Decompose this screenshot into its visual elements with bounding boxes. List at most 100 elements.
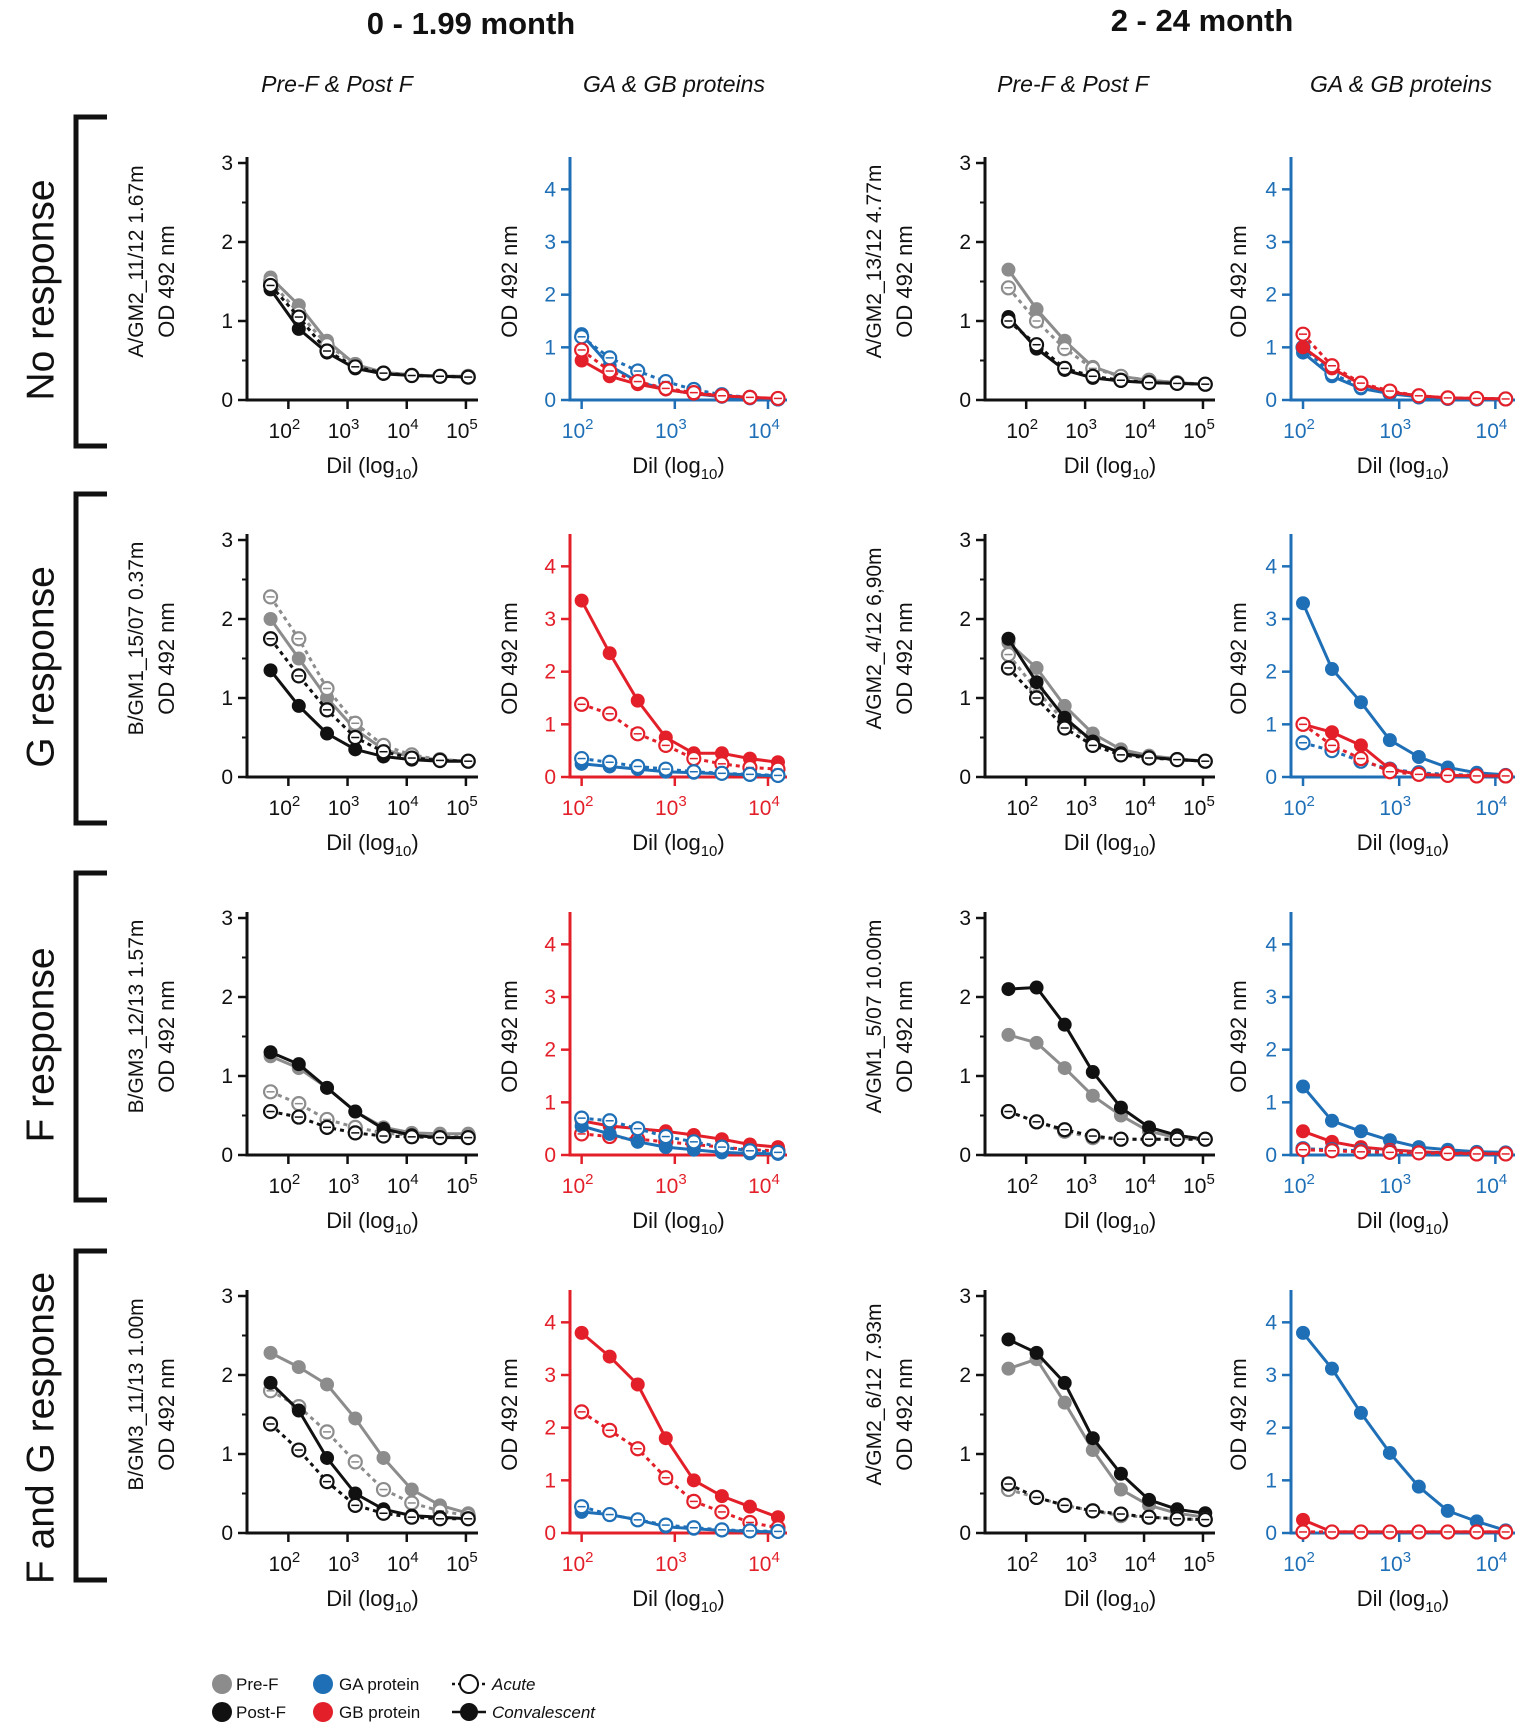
y-axis-label: OD 492 nm: [497, 225, 522, 338]
y-tick-label: 2: [544, 284, 556, 307]
x-tick-label: 102: [269, 1549, 301, 1576]
x-tick-label: 102: [1006, 1171, 1038, 1198]
data-point: [348, 1104, 363, 1119]
subheader-col2: GA & GB proteins: [583, 71, 765, 97]
x-axis-label: Dil (log10): [632, 830, 724, 860]
y-tick-label: 2: [1265, 1417, 1277, 1440]
data-point: [1296, 1512, 1311, 1527]
row-label-no-response: No response: [20, 179, 63, 400]
y-tick-label: 0: [221, 389, 233, 412]
data-point: [1057, 1061, 1072, 1076]
sample-label: A/GM2_11/12 1.67m: [125, 165, 148, 357]
y-tick-label: 1: [1265, 336, 1277, 359]
x-axis-label: Dil (log10): [632, 1208, 724, 1238]
sample-label: B/GM3_11/13 1.00m: [125, 1298, 148, 1490]
data-point: [1029, 980, 1044, 995]
x-tick-label: 103: [655, 416, 687, 443]
panel: 0 1 2 3 4 102 103 104 Dil (log10) OD 492 nm: [1226, 157, 1515, 483]
sample-label: B/GM1_15/07 0.37m: [125, 542, 148, 736]
data-point: [1029, 675, 1044, 690]
data-point: [602, 646, 617, 661]
data-point: [291, 698, 306, 713]
y-tick-label: 2: [221, 986, 233, 1009]
x-tick-label: 102: [562, 1171, 594, 1198]
y-tick-label: 0: [221, 1144, 233, 1167]
x-tick-label: 104: [387, 416, 419, 443]
data-point: [1324, 1361, 1339, 1376]
sample-label: A/GM1_5/07 10.00m: [863, 920, 886, 1114]
y-tick-label: 1: [959, 310, 971, 333]
x-tick-label: 105: [1183, 1549, 1215, 1576]
x-axis-label: Dil (log10): [326, 1208, 418, 1238]
x-tick-label: 104: [1476, 1549, 1508, 1576]
data-point: [1353, 695, 1368, 710]
legend-pre-f-marker: [212, 1674, 232, 1694]
data-point: [1113, 1482, 1128, 1497]
data-point: [1001, 631, 1016, 646]
x-tick-label: 105: [446, 793, 478, 820]
data-point: [1296, 340, 1311, 355]
x-tick-label: 105: [1183, 416, 1215, 443]
panel: 0 1 2 3 4 102 103 104 Dil (log10) OD 492 nm: [1226, 534, 1515, 860]
subheader-col3: Pre-F & Post F: [997, 71, 1151, 97]
series-line: [269, 1389, 469, 1518]
y-tick-label: 2: [221, 231, 233, 254]
data-point: [1085, 1065, 1100, 1080]
x-tick-label: 104: [1476, 793, 1508, 820]
data-point: [742, 1499, 757, 1514]
x-axis-label: Dil (log10): [1357, 1208, 1449, 1238]
y-axis-label: OD 492 nm: [154, 1358, 179, 1471]
y-axis-label: OD 492 nm: [892, 980, 917, 1093]
data-point: [574, 353, 589, 368]
y-tick-label: 1: [221, 687, 233, 710]
data-point: [630, 693, 645, 708]
data-point: [1296, 1325, 1311, 1340]
data-point: [1296, 596, 1311, 611]
y-tick-label: 2: [544, 1039, 556, 1062]
y-tick-label: 2: [1265, 284, 1277, 307]
y-axis-label: OD 492 nm: [892, 225, 917, 338]
y-tick-label: 2: [221, 1364, 233, 1387]
panel: 0 1 2 3 4 102 103 104 Dil (log10) OD 492 nm: [497, 912, 787, 1238]
y-tick-label: 0: [1265, 389, 1277, 412]
x-axis-label: Dil (log10): [326, 453, 418, 483]
y-tick-label: 0: [1265, 1522, 1277, 1545]
x-tick-label: 102: [1283, 1549, 1315, 1576]
x-axis-label: Dil (log10): [326, 830, 418, 860]
y-tick-label: 3: [544, 1364, 556, 1387]
y-tick-label: 2: [1265, 1039, 1277, 1062]
data-point: [291, 1403, 306, 1418]
panel: 0 1 2 3 4 102 103 104 Dil (log10) OD 492 nm: [1226, 912, 1515, 1238]
panel: 0 1 2 3 102 103 104 105 Dil (log10) OD 492 nm A/GM…: [863, 529, 1215, 860]
data-point: [1085, 1431, 1100, 1446]
subheader-col1: Pre-F & Post F: [261, 71, 415, 97]
legend-ga-marker: [313, 1674, 333, 1694]
data-point: [630, 1377, 645, 1392]
data-point: [1057, 1395, 1072, 1410]
x-tick-label: 103: [1379, 1171, 1411, 1198]
x-axis-label: Dil (log10): [632, 453, 724, 483]
panel: 0 1 2 3 102 103 104 105 Dil (log10) OD 492 nm B/GM…: [125, 529, 478, 860]
x-tick-label: 102: [562, 1549, 594, 1576]
data-point: [1296, 1124, 1311, 1139]
data-point: [1440, 1503, 1455, 1518]
data-point: [1113, 1100, 1128, 1115]
x-tick-label: 102: [1006, 793, 1038, 820]
y-axis-label: OD 492 nm: [154, 602, 179, 715]
x-tick-label: 102: [269, 416, 301, 443]
y-tick-label: 3: [544, 986, 556, 1009]
x-tick-label: 104: [1124, 1171, 1156, 1198]
data-point: [1001, 1361, 1016, 1376]
x-tick-label: 103: [328, 416, 360, 443]
row-label-f-response: F response: [20, 947, 63, 1142]
subheader-col4: GA & GB proteins: [1310, 71, 1492, 97]
x-tick-label: 105: [446, 416, 478, 443]
y-tick-label: 0: [544, 766, 556, 789]
y-tick-label: 2: [959, 986, 971, 1009]
y-tick-label: 1: [1265, 1469, 1277, 1492]
y-tick-label: 1: [544, 336, 556, 359]
panel: 0 1 2 3 102 103 104 105 Dil (log10) OD 492 nm A/GM…: [863, 152, 1215, 483]
x-tick-label: 103: [1065, 416, 1097, 443]
legend-convalescent-label: Convalescent: [492, 1703, 596, 1722]
